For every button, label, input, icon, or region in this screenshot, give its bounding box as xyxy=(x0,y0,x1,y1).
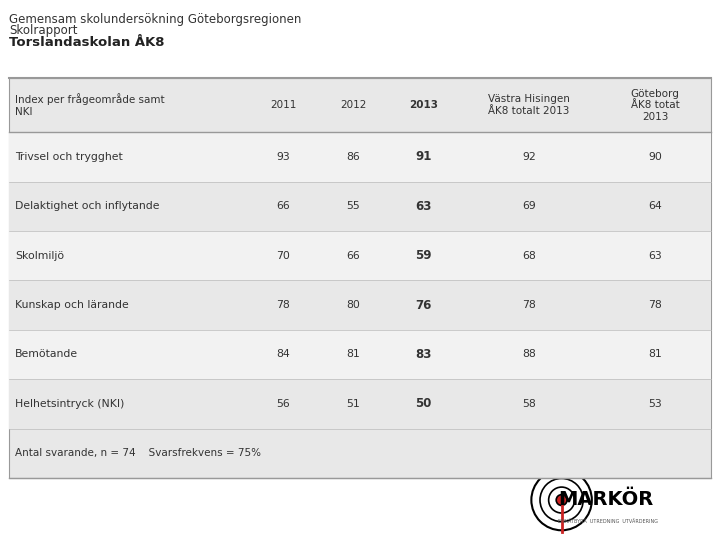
Text: 55: 55 xyxy=(346,201,360,211)
Text: Delaktighet och inflytande: Delaktighet och inflytande xyxy=(15,201,160,211)
Text: Trivsel och trygghet: Trivsel och trygghet xyxy=(15,152,123,162)
Text: 90: 90 xyxy=(648,152,662,162)
Text: 93: 93 xyxy=(276,152,290,162)
Text: 64: 64 xyxy=(648,201,662,211)
Text: ENKÄTBYRÅ  UTREDNING  UTVÄRDERING: ENKÄTBYRÅ UTREDNING UTVÄRDERING xyxy=(558,518,658,524)
Text: 63: 63 xyxy=(648,251,662,261)
Text: 81: 81 xyxy=(648,349,662,360)
Text: 76: 76 xyxy=(415,299,432,312)
Text: Västra Hisingen
ÅK8 totalt 2013: Västra Hisingen ÅK8 totalt 2013 xyxy=(488,94,570,116)
Text: Index per frågeområde samt
NKI: Index per frågeområde samt NKI xyxy=(15,93,165,117)
Text: Göteborg
ÅK8 totat
2013: Göteborg ÅK8 totat 2013 xyxy=(631,89,680,122)
Text: 81: 81 xyxy=(346,349,360,360)
Text: 86: 86 xyxy=(346,152,360,162)
Text: Kunskap och lärande: Kunskap och lärande xyxy=(15,300,129,310)
Text: 51: 51 xyxy=(346,399,360,409)
Text: 84: 84 xyxy=(276,349,290,360)
Text: 78: 78 xyxy=(648,300,662,310)
Text: 2013: 2013 xyxy=(409,100,438,110)
Text: 66: 66 xyxy=(276,201,290,211)
Text: 78: 78 xyxy=(276,300,290,310)
Text: 92: 92 xyxy=(522,152,536,162)
Text: 50: 50 xyxy=(415,397,432,410)
Text: 56: 56 xyxy=(276,399,290,409)
Text: Helhetsintryck (NKI): Helhetsintryck (NKI) xyxy=(15,399,125,409)
Circle shape xyxy=(540,478,583,522)
Text: 83: 83 xyxy=(415,348,432,361)
Circle shape xyxy=(557,495,567,505)
Text: 68: 68 xyxy=(522,251,536,261)
Circle shape xyxy=(531,470,592,530)
Text: 91: 91 xyxy=(415,151,432,164)
Text: 53: 53 xyxy=(648,399,662,409)
Text: 88: 88 xyxy=(522,349,536,360)
Text: Antal svarande, n = 74    Svarsfrekvens = 75%: Antal svarande, n = 74 Svarsfrekvens = 7… xyxy=(15,448,261,458)
Text: 69: 69 xyxy=(522,201,536,211)
Text: 63: 63 xyxy=(415,200,432,213)
Text: MARKÖR: MARKÖR xyxy=(558,490,653,509)
Text: 2011: 2011 xyxy=(270,100,297,110)
Text: 78: 78 xyxy=(522,300,536,310)
Text: Gemensam skolundersökning Göteborgsregionen: Gemensam skolundersökning Göteborgsregio… xyxy=(9,14,302,26)
Text: 70: 70 xyxy=(276,251,290,261)
Text: Bemötande: Bemötande xyxy=(15,349,78,360)
Text: 80: 80 xyxy=(346,300,360,310)
Circle shape xyxy=(549,487,575,513)
Text: Torslandaskolan ÅK8: Torslandaskolan ÅK8 xyxy=(9,36,165,49)
Text: 58: 58 xyxy=(522,399,536,409)
Text: 59: 59 xyxy=(415,249,432,262)
Text: Skolmiljö: Skolmiljö xyxy=(15,251,64,261)
Text: 66: 66 xyxy=(346,251,360,261)
Text: Skolrapport: Skolrapport xyxy=(9,24,78,37)
Text: 2012: 2012 xyxy=(340,100,366,110)
